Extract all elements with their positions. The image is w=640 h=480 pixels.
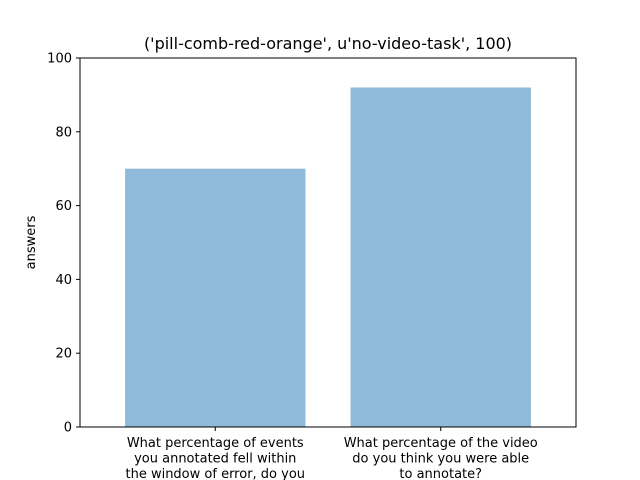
y-tick-label: 20: [55, 347, 72, 362]
y-axis: 0 20 40 60 80 100: [47, 52, 80, 436]
bar-1: [350, 87, 531, 428]
chart-title: ('pill-comb-red-orange', u'no-video-task…: [144, 34, 512, 53]
bars-group: [125, 87, 531, 428]
x-tick-label: What percentage of events you annotated f…: [125, 436, 305, 480]
y-axis-label: answers: [24, 215, 39, 269]
y-tick-label: 100: [47, 52, 72, 67]
y-tick-label: 60: [55, 199, 72, 214]
plot-frame: [79, 57, 577, 428]
x-axis: What percentage of events you annotated f…: [125, 427, 538, 480]
y-tick-label: 40: [55, 273, 72, 288]
bar-0: [125, 168, 306, 427]
y-tick-label: 80: [55, 125, 72, 140]
x-tick-label: What percentage of the video do you think…: [344, 436, 538, 480]
y-tick-label: 0: [64, 421, 72, 436]
